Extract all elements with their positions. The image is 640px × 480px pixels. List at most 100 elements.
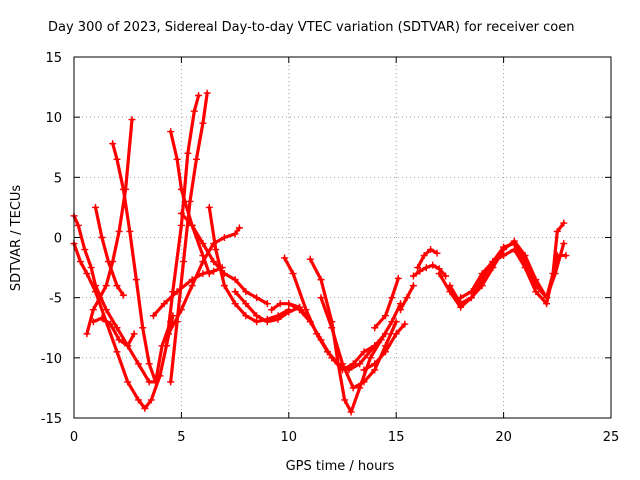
data-point-marker — [403, 294, 411, 302]
data-point-marker — [115, 336, 123, 344]
data-point-marker — [489, 264, 497, 272]
data-point-marker — [132, 276, 140, 284]
data-point-marker — [339, 360, 346, 368]
data-point-marker — [532, 288, 540, 296]
data-point-marker — [113, 324, 121, 332]
data-point-marker — [306, 255, 314, 263]
data-point-marker — [107, 320, 115, 328]
data-point-marker — [165, 330, 173, 338]
data-point-marker — [381, 348, 389, 356]
series-arc-x-line — [416, 247, 439, 270]
data-point-marker — [76, 258, 84, 266]
series-arc-c-line — [85, 118, 134, 336]
data-point-marker — [253, 294, 261, 302]
data-point-marker — [457, 294, 465, 302]
data-point-marker — [89, 318, 97, 326]
data-point-marker — [210, 258, 218, 266]
series-arc-b-line — [72, 214, 173, 384]
data-point-marker — [199, 258, 207, 266]
data-point-marker — [113, 282, 121, 290]
data-point-marker — [242, 312, 250, 320]
series-arc-aa-line — [459, 247, 568, 306]
series-arc-l-line — [179, 211, 269, 306]
data-point-marker — [510, 246, 518, 254]
data-point-marker — [96, 294, 104, 302]
data-point-marker — [328, 324, 336, 332]
data-point-marker — [160, 300, 168, 308]
data-point-marker — [416, 267, 424, 275]
data-point-marker — [91, 282, 99, 290]
data-point-marker — [145, 378, 153, 386]
y-tick-label: 0 — [54, 232, 62, 247]
data-point-marker — [532, 276, 540, 284]
x-tick-label: 25 — [603, 430, 620, 445]
data-point-marker — [510, 237, 518, 245]
data-point-marker — [328, 354, 336, 362]
data-point-marker — [500, 252, 508, 260]
data-point-marker — [119, 291, 127, 299]
data-point-marker — [341, 396, 349, 404]
series-arc-w-line — [411, 263, 448, 278]
data-point-marker — [381, 312, 389, 320]
data-point-marker — [130, 330, 138, 338]
y-tick-label: -5 — [49, 292, 62, 307]
data-point-marker — [109, 140, 117, 148]
data-point-marker — [184, 149, 192, 157]
data-point-marker — [433, 249, 441, 257]
data-point-marker — [98, 234, 106, 241]
data-point-marker — [285, 300, 293, 308]
data-point-marker — [521, 252, 529, 260]
data-point-marker — [392, 318, 400, 326]
data-point-marker — [124, 378, 132, 386]
data-point-marker — [134, 360, 142, 368]
data-point-marker — [263, 300, 271, 308]
data-point-marker — [427, 246, 435, 254]
x-axis-label: GPS time / hours — [286, 459, 395, 474]
data-point-marker — [141, 404, 149, 412]
data-point-marker — [360, 366, 368, 374]
data-point-marker — [220, 234, 228, 241]
data-point-marker — [521, 264, 529, 272]
y-tick-label: -10 — [41, 352, 62, 367]
data-point-marker — [467, 294, 475, 302]
data-point-marker — [113, 348, 121, 356]
data-point-marker — [210, 267, 218, 275]
data-point-marker — [126, 227, 134, 235]
data-point-marker — [220, 282, 228, 290]
data-point-marker — [188, 282, 196, 290]
data-point-marker — [414, 264, 422, 272]
data-point-marker — [83, 270, 91, 278]
data-point-marker — [446, 282, 454, 290]
data-point-marker — [231, 300, 239, 308]
data-point-marker — [231, 276, 239, 284]
data-point-marker — [429, 261, 437, 269]
data-point-marker — [231, 288, 239, 296]
x-tick-label: 20 — [495, 430, 512, 445]
data-point-marker — [420, 252, 428, 260]
data-point-marker — [192, 155, 200, 163]
x-tick-label: 0 — [70, 430, 78, 445]
data-point-marker — [173, 288, 181, 296]
data-point-marker — [467, 288, 475, 296]
data-point-marker — [457, 300, 465, 308]
chart-title: Day 300 of 2023, Sidereal Day-to-day VTE… — [48, 20, 574, 35]
data-point-marker — [478, 270, 486, 278]
data-point-marker — [180, 258, 188, 266]
data-point-marker — [274, 315, 282, 323]
data-point-marker — [371, 366, 379, 374]
data-point-marker — [152, 378, 160, 386]
data-point-marker — [199, 270, 207, 278]
data-point-marker — [235, 224, 243, 232]
data-point-marker — [394, 274, 402, 282]
data-point-marker — [231, 230, 239, 238]
data-point-marker — [119, 185, 127, 193]
data-point-marker — [145, 360, 153, 368]
data-point-marker — [104, 258, 112, 266]
data-point-marker — [442, 272, 450, 280]
data-point-marker — [409, 282, 417, 290]
data-point-marker — [87, 264, 95, 272]
data-point-marker — [190, 107, 198, 115]
data-point-marker — [489, 258, 497, 266]
data-point-marker — [478, 282, 486, 290]
